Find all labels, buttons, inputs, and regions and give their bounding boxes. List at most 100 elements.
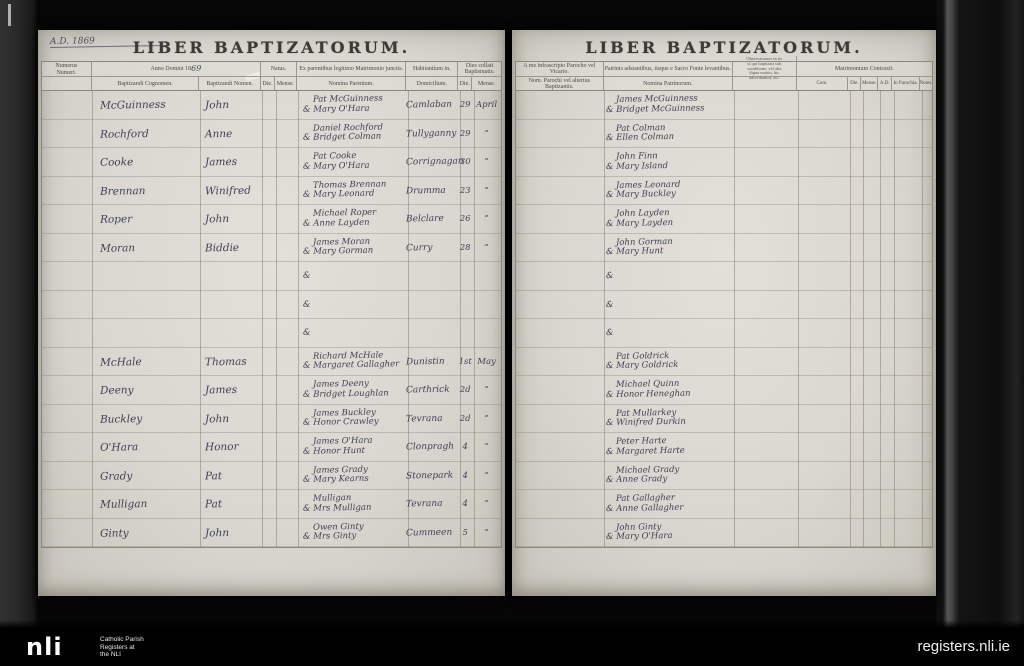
page-title-left: LIBER BAPTIZATORUM.	[132, 38, 411, 57]
register-row-right: &	[516, 291, 932, 319]
cell-baptism-day: 29	[459, 128, 471, 139]
cell-surname: Grady	[99, 469, 133, 483]
register-row-right: John Layden & Mary Layden	[516, 205, 932, 234]
cell-surname: O'Hara	[99, 441, 139, 454]
cell-baptism-month: ”	[484, 385, 489, 395]
cell-forename: John	[205, 412, 230, 425]
cell-sponsors: &	[604, 262, 733, 290]
cell-surname: Moran	[99, 241, 136, 255]
sponsor-second: & Mary Buckley	[605, 189, 676, 201]
parent-mother: & Mary Kearns	[302, 474, 369, 486]
cell-marriage	[797, 348, 932, 376]
cell-surname	[92, 261, 200, 290]
col-natus: Natus.	[261, 62, 297, 76]
cell-domicile	[406, 319, 458, 347]
parent-mother: &	[302, 327, 311, 338]
cell-natus-mense	[275, 262, 297, 290]
cell-surname: Rochford	[99, 127, 149, 141]
parent-mother: & Mary Gorman	[302, 245, 374, 258]
sponsor-second: & Mary Goldrick	[605, 360, 679, 372]
col-marriage-mense: Mense.	[861, 77, 879, 90]
cell-numerus	[42, 234, 92, 262]
col-baptism-date-group: Dies collati Baptismatis.	[464, 63, 495, 75]
cell-parents: &	[297, 262, 407, 290]
site-watermark: registers.nli.ie	[917, 638, 1010, 655]
col-patrini-group: Patrinis adstantibus, iisque e Sacro Fon…	[604, 62, 733, 76]
cell-baptism-month	[472, 319, 501, 347]
cell-parents: &	[297, 319, 407, 347]
cell-sponsors: Pat Colman & Ellen Colman	[604, 120, 733, 148]
cell-natus-die	[261, 348, 275, 376]
cell-domicile: Tevrana	[406, 413, 444, 424]
parent-mother: & Mary O'Hara	[302, 103, 370, 115]
cell-marriage	[797, 234, 932, 262]
cell-marriage	[797, 319, 932, 347]
col-marriage-parochia: In Parochia.	[892, 77, 921, 90]
register-row-right: John Finn & Mary Island	[516, 148, 932, 177]
register-row-left: O'Hara Honor James O'Hara & Honor Hunt C…	[42, 433, 501, 462]
table-header-left: Numerus Numeri. Anno Domini 18 69 Natus.…	[41, 61, 502, 91]
cell-observations	[733, 319, 797, 347]
sponsor-second: & Honor Heneghan	[605, 388, 691, 400]
cell-baptism-month: ”	[484, 499, 489, 509]
cell-domicile: Curry	[406, 242, 433, 253]
page-title-right: LIBER BAPTIZATORUM.	[585, 38, 863, 57]
cell-surname: Roper	[99, 213, 133, 226]
register-row-right: Michael Quinn & Honor Heneghan	[516, 376, 932, 405]
cell-natus-die	[261, 262, 275, 290]
cell-natus-die	[261, 319, 275, 347]
cell-marriage	[797, 120, 932, 148]
cell-observations	[733, 519, 797, 547]
parent-mother: & Mary O'Hara	[302, 160, 370, 172]
cell-baptism-day: 23	[459, 185, 471, 196]
cell-forename	[199, 318, 261, 347]
cell-baptism-day: 2d	[459, 385, 471, 395]
cell-parents: James Deeny & Bridget Loughlan	[297, 376, 407, 404]
cell-forename	[199, 261, 261, 290]
cell-surname: Brennan	[99, 184, 146, 198]
cell-marriage	[797, 262, 932, 290]
register-row-right: Michael Grady & Anne Grady	[516, 462, 932, 490]
register-row-left: Deeny James James Deeny & Bridget Loughl…	[42, 376, 501, 405]
cell-baptism-month: ”	[484, 413, 489, 424]
cell-forename: Thomas	[205, 355, 248, 368]
cell-priest	[516, 319, 604, 347]
cell-marriage	[797, 519, 932, 547]
cell-observations	[733, 490, 797, 518]
cell-observations	[733, 405, 797, 433]
cell-marriage	[797, 405, 932, 433]
parent-mother: & Mrs Ginty	[302, 531, 357, 543]
register-row-left: Rochford Anne Daniel Rochford & Bridget …	[42, 120, 501, 148]
col-priest-name: Nom. Parochi vel alterius Baptizantis.	[516, 77, 604, 90]
cell-forename: John	[205, 99, 230, 112]
sponsor-second: &	[605, 299, 614, 310]
cell-parents: Daniel Rochford & Bridget Colman	[297, 120, 407, 148]
cell-parents: Pat Cooke & Mary O'Hara	[297, 148, 406, 176]
cell-parents: Pat McGuinness & Mary O'Hara	[297, 91, 407, 119]
cell-baptism-day: 26	[459, 214, 471, 224]
cell-surname: Ginty	[99, 526, 129, 540]
cell-baptism-month: ”	[484, 214, 489, 224]
cell-natus-mense	[275, 148, 297, 176]
cell-domicile: Cummeen	[406, 527, 453, 538]
register-table-left: Numerus Numeri. Anno Domini 18 69 Natus.…	[41, 61, 502, 548]
cell-natus-mense	[275, 319, 297, 347]
col-marriage-cum: Cum.	[797, 77, 849, 90]
cell-marriage	[797, 376, 932, 404]
cell-natus-die	[261, 490, 275, 518]
cell-parents: James Grady & Mary Kearns	[297, 462, 407, 490]
cell-parents: James O'Hara & Honor Hunt	[297, 433, 407, 461]
register-row-right: James Leonard & Mary Buckley	[516, 177, 932, 205]
register-rows-right: James McGuinness & Bridget McGuinness Pa…	[515, 91, 933, 548]
cell-observations	[733, 205, 797, 233]
col-bapt-mense: Mense.	[477, 80, 496, 87]
cell-priest	[516, 519, 604, 547]
sponsor-second: & Winifred Durkin	[605, 416, 686, 429]
cell-parents: Thomas Brennan & Mary Leonard	[297, 177, 407, 205]
col-natus-mense: Mense.	[275, 77, 297, 90]
parent-mother: & Anne Layden	[302, 217, 370, 229]
footer-bar: nli Catholic Parish Registers at the NLI…	[0, 628, 1024, 666]
cell-baptism-day: 1st	[458, 356, 472, 367]
cell-parents: James Moran & Mary Gorman	[297, 234, 407, 262]
cell-domicile: Corrignagan	[406, 156, 464, 168]
